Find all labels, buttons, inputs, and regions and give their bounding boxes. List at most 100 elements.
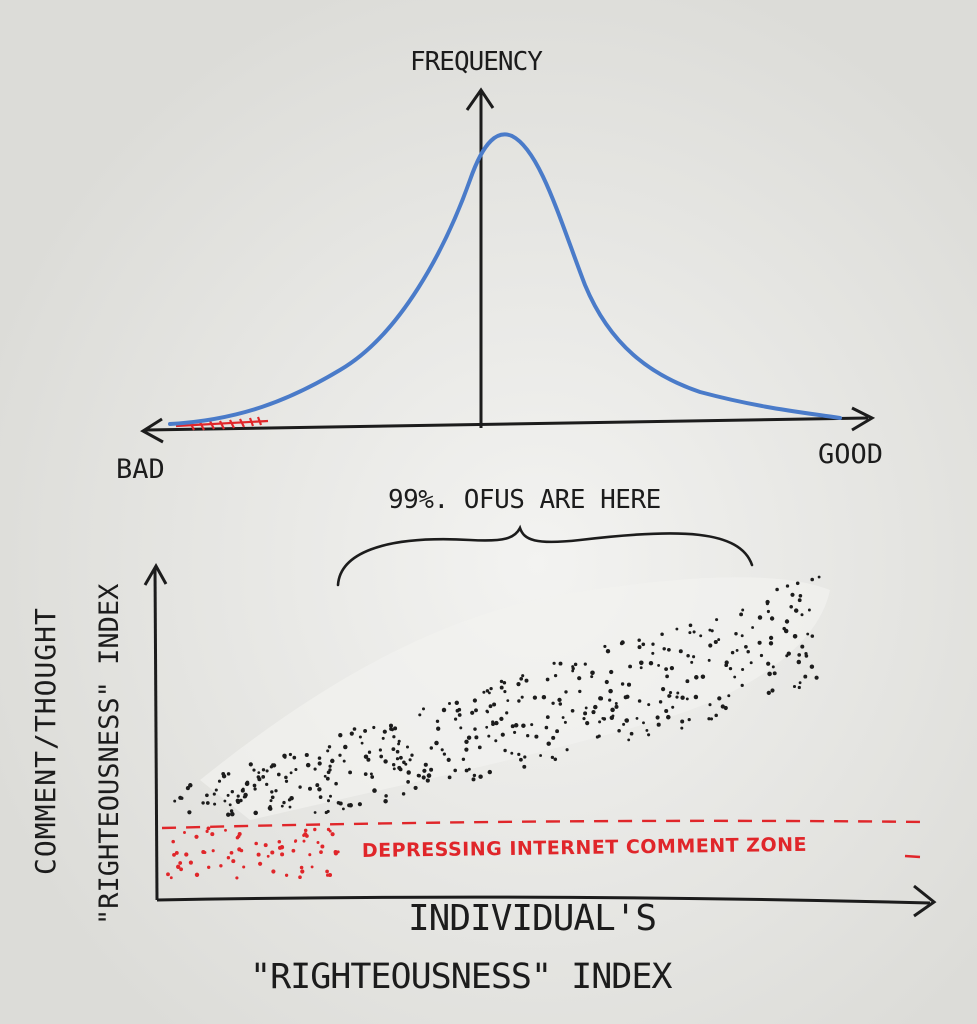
comment-zone-point [210,832,215,837]
scatter-point [453,717,458,721]
scatter-point [661,687,666,692]
scatter-point [426,773,432,778]
comment-zone-point [229,850,234,855]
bottom-y-arrow-icon [143,562,168,586]
scatter-point [235,798,240,803]
comment-zone-point [271,869,276,874]
scatter-point [693,694,699,700]
comment-zone-point [194,834,199,839]
scatter-point [573,662,578,667]
good-label: GOOD [818,439,883,470]
scatter-point [315,783,320,788]
scatter-point [688,623,693,628]
scatter-point [637,638,641,642]
scatter-point [678,649,683,654]
scatter-point [510,724,515,729]
top-x-left-arrow-icon [140,417,164,444]
scatter-point [435,719,440,723]
scatter-point [212,792,216,796]
scatter-point [288,752,292,757]
scatter-point [771,665,775,669]
scatter-point [740,683,744,688]
scatter-point [391,747,396,752]
scatter-point [378,748,382,752]
comment-zone-point [174,850,179,855]
scatter-point [809,664,815,669]
comment-zone-point [258,861,263,866]
scatter-point [341,807,345,811]
comment-zone-point [206,826,211,831]
scatter-point [558,661,563,666]
scatter-point [252,768,256,772]
bottom-x-arrow-icon [913,884,937,918]
scatter-point [217,779,222,783]
scatter-point [637,699,642,703]
scatter-point [226,812,231,817]
scatter-point [741,667,745,672]
scatter-point [276,772,281,777]
scatter-point [708,628,712,632]
scatter-point [265,782,269,787]
scatter-point [494,720,499,726]
scatter-point [666,714,671,720]
scatter-point [551,701,555,705]
scatter-point [214,788,218,792]
scatter-point [393,726,398,731]
comment-zone-point [188,860,193,865]
scatter-point [379,754,384,759]
scatter-point [639,666,643,670]
scatter-point [817,575,821,579]
scatter-point [768,641,774,646]
scatter-point [472,773,477,778]
scatter-point [467,767,471,771]
scatter-point [383,798,388,804]
comment-zone-point [242,865,246,869]
scatter-point [699,634,703,638]
scatter-point [489,686,493,691]
scatter-point [608,698,612,702]
scatter-point [457,713,462,717]
scatter-point [730,650,735,655]
scatter-point [338,753,342,757]
comment-zone-point [330,832,335,837]
scatter-point [790,592,795,597]
scatter-point [577,676,582,681]
scatter-point [534,734,539,739]
scatter-point [734,631,738,636]
scatter-point [757,640,762,645]
scatter-point [810,577,815,582]
scatter-point [553,673,558,678]
scatter-point [519,676,524,681]
scatter-point [766,690,771,696]
scatter-point [744,644,748,649]
scatter-point [448,702,451,705]
scatter-point [648,660,654,666]
scatter-point [641,642,646,647]
scatter-point [685,697,689,701]
scatter-point [708,703,712,707]
scatter-point [583,662,587,666]
comment-zone-point [201,849,206,855]
scatter-point [686,654,690,658]
scatter-point [474,735,479,740]
scatter-point [517,752,521,757]
comment-zone-point [178,861,183,865]
scatter-point [383,759,388,764]
scatter-point [658,700,663,704]
scatter-point [524,678,529,683]
comment-zone-point [205,829,209,833]
scatter-point [330,758,335,764]
scatter-point [715,618,719,622]
scatter-point [814,675,819,680]
scatter-point [733,675,737,679]
comment-zone-point [224,828,227,832]
scatter-point [595,735,600,739]
scatter-point [505,711,509,715]
scatter-point [713,639,718,645]
scatter-point [205,793,209,798]
scatter-point [436,726,441,731]
scatter-point [710,629,714,633]
scatter-point [283,755,287,759]
scatter-point [585,721,590,726]
comment-zone-boundary [161,819,929,830]
